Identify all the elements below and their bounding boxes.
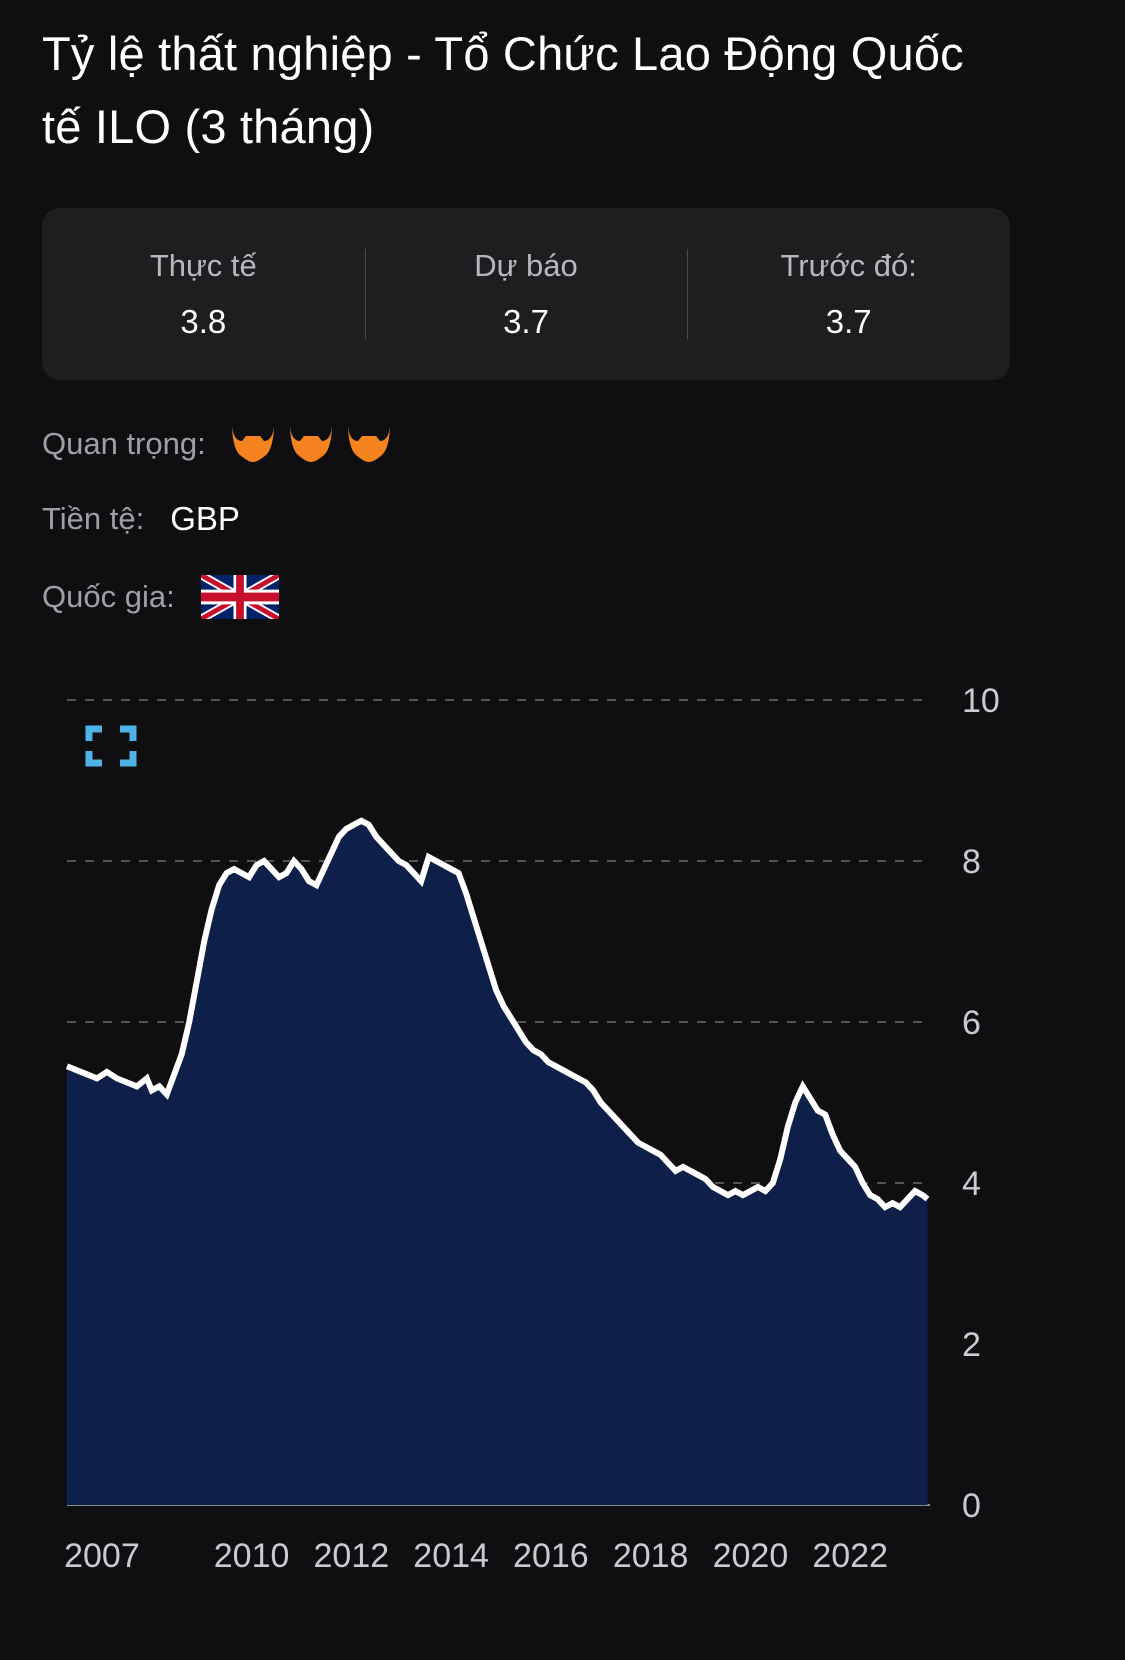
stat-forecast-label: Dự báo	[474, 248, 578, 283]
currency-label: Tiền tệ:	[42, 501, 145, 536]
importance-rating	[230, 424, 392, 464]
currency-row: Tiền tệ: GBP	[42, 497, 240, 541]
stat-forecast: Dự báo 3.7	[365, 250, 688, 338]
stat-previous-label: Trước đó:	[780, 248, 917, 283]
y-axis-tick-label: 10	[962, 682, 1000, 720]
y-axis-tick-label: 2	[962, 1326, 981, 1364]
bull-head-icon	[289, 426, 332, 462]
stat-forecast-value: 3.7	[503, 303, 549, 340]
stat-actual: Thực tế 3.8	[42, 250, 365, 338]
x-axis-tick-label: 2020	[713, 1537, 789, 1575]
page-title: Tỷ lệ thất nghiệp - Tổ Chức Lao Động Quố…	[42, 27, 964, 153]
x-axis-tick-label: 2010	[214, 1537, 290, 1575]
x-axis-tick-label: 2014	[413, 1537, 489, 1575]
importance-row: Quan trọng:	[42, 422, 392, 466]
y-axis-tick-label: 8	[962, 843, 981, 881]
unemployment-area-chart[interactable]: 0 2 4 6 8 10 2007 2010 2012 2014 2016 2018 2020 2022	[0, 660, 1125, 1600]
importance-label: Quan trọng:	[42, 426, 206, 461]
x-axis-tick-label: 2007	[64, 1537, 140, 1575]
area-fill	[67, 820, 928, 1505]
uk-flag-icon	[200, 575, 279, 619]
country-row: Quốc gia:	[42, 575, 279, 619]
chart-canvas: 0 2 4 6 8 10 2007 2010 2012 2014 2016 2018 2020 2022	[64, 682, 1000, 1575]
bull-head-icon	[347, 426, 390, 462]
x-axis-tick-label: 2016	[513, 1537, 589, 1575]
country-label: Quốc gia:	[42, 579, 175, 614]
stat-actual-value: 3.8	[180, 303, 227, 340]
currency-value: GBP	[170, 500, 240, 537]
fullscreen-expand-icon[interactable]	[85, 724, 137, 773]
y-axis-tick-label: 0	[962, 1487, 981, 1525]
y-axis-tick-label: 6	[962, 1004, 981, 1042]
x-axis-tick-label: 2018	[613, 1537, 689, 1575]
y-axis-tick-label: 4	[962, 1165, 981, 1203]
x-axis-tick-label: 2022	[812, 1537, 888, 1575]
stat-previous-value: 3.7	[825, 303, 872, 340]
bull-head-icon	[231, 426, 274, 462]
stat-previous: Trước đó: 3.7	[687, 250, 1010, 338]
stats-card: Thực tế 3.8 Dự báo 3.7 Trước đó: 3.7	[42, 208, 1010, 380]
series-line	[65, 817, 930, 1211]
x-axis-tick-label: 2012	[314, 1537, 390, 1575]
stat-actual-label: Thực tế	[149, 248, 257, 283]
